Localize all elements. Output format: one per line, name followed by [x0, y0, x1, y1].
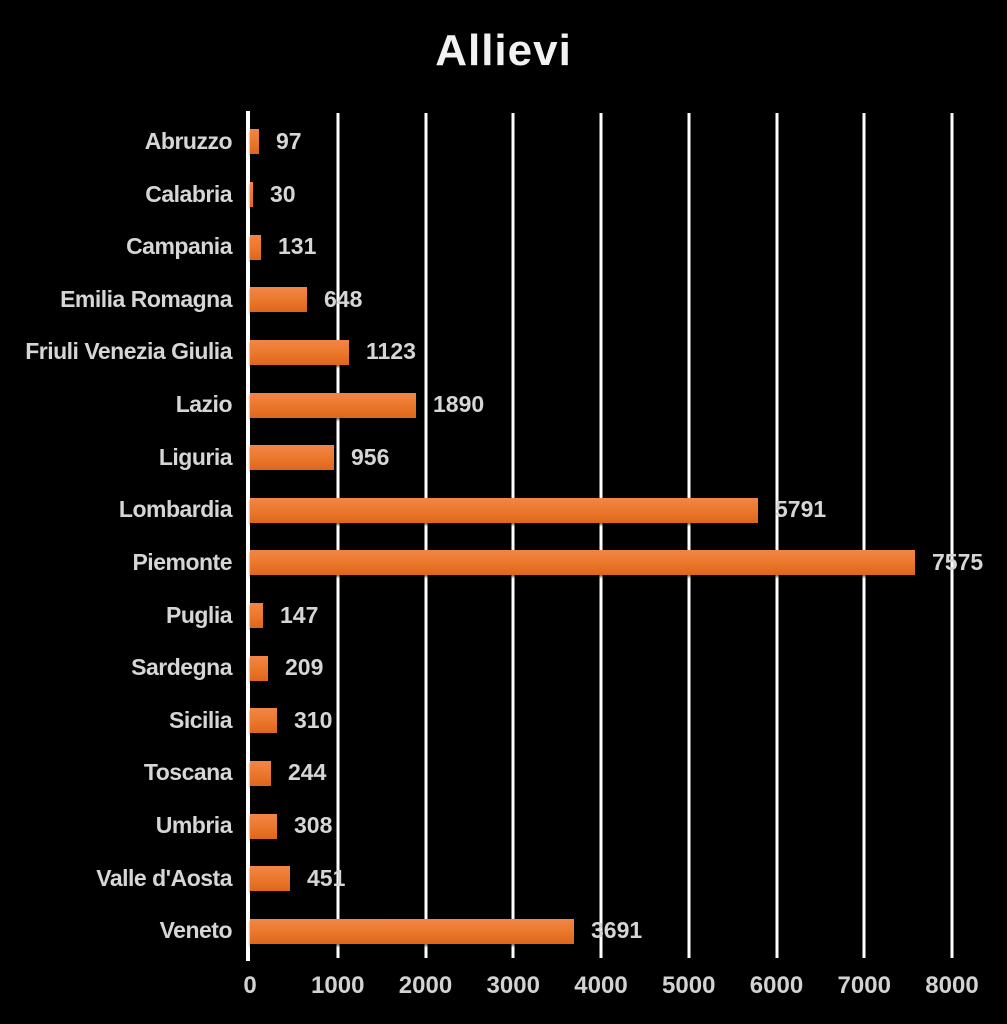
value-label: 451 — [307, 865, 346, 891]
value-label: 97 — [276, 128, 302, 154]
value-label: 131 — [278, 233, 317, 259]
category-label: Emilia Romagna — [60, 286, 232, 312]
category-label: Piemonte — [132, 549, 232, 575]
value-label: 1890 — [433, 391, 485, 417]
bar-liguria — [250, 445, 334, 470]
value-label: 147 — [280, 602, 319, 628]
value-label: 3691 — [591, 917, 643, 943]
category-label: Valle d'Aosta — [96, 865, 232, 891]
category-label: Veneto — [159, 917, 233, 943]
bar-lombardia — [250, 498, 758, 523]
bar-puglia — [250, 603, 263, 628]
bar-emilia-romagna — [250, 287, 307, 312]
x-tick-label-5000: 5000 — [662, 972, 716, 999]
category-label: Lombardia — [118, 496, 233, 522]
value-label: 5791 — [775, 496, 827, 522]
value-label: 30 — [270, 181, 296, 207]
x-tick-label-3000: 3000 — [486, 972, 540, 999]
x-tick-label-0: 0 — [243, 972, 257, 999]
bar-umbria — [250, 814, 277, 839]
category-label: Sardegna — [131, 654, 232, 680]
bar-piemonte — [250, 550, 915, 575]
value-label: 7575 — [932, 549, 984, 575]
category-label: Calabria — [145, 181, 232, 207]
value-label: 209 — [285, 654, 324, 680]
x-tick-label-1000: 1000 — [311, 972, 365, 999]
x-tick-label-4000: 4000 — [574, 972, 628, 999]
gridline-8000 — [950, 113, 954, 958]
value-label: 1123 — [366, 338, 416, 364]
plot-area — [246, 111, 954, 961]
bar-valle-d-aosta — [250, 866, 290, 891]
value-label: 956 — [351, 444, 390, 470]
bar-toscana — [250, 761, 271, 786]
gridline-5000 — [687, 113, 691, 958]
bar-calabria — [250, 182, 253, 207]
bar-friuli-venezia-giulia — [250, 340, 349, 365]
bar-sicilia — [250, 708, 277, 733]
bar-sardegna — [250, 656, 268, 681]
category-label: Lazio — [175, 391, 233, 417]
gridline-2000 — [424, 113, 427, 958]
category-label: Campania — [126, 233, 232, 259]
bar-veneto — [250, 919, 574, 944]
gridline-7000 — [862, 113, 866, 958]
bar-abruzzo — [250, 129, 259, 154]
chart-title: Allievi — [435, 26, 572, 75]
category-label: Umbria — [155, 812, 233, 838]
value-label: 648 — [324, 286, 363, 312]
x-tick-label-6000: 6000 — [749, 972, 804, 999]
category-label: Sicilia — [169, 707, 232, 733]
category-label: Toscana — [143, 759, 233, 785]
gridline-6000 — [775, 113, 778, 958]
category-label: Friuli Venezia Giulia — [25, 338, 232, 364]
value-label: 308 — [294, 812, 333, 838]
category-label: Abruzzo — [144, 128, 233, 154]
bar-campania — [250, 235, 261, 260]
x-tick-label-2000: 2000 — [398, 972, 453, 999]
x-tick-label-7000: 7000 — [837, 972, 891, 999]
gridline-4000 — [599, 113, 603, 958]
y-axis-line — [246, 111, 250, 961]
gridline-3000 — [511, 113, 515, 958]
gridline-1000 — [336, 113, 340, 958]
category-label: Puglia — [165, 602, 233, 628]
x-tick-label-8000: 8000 — [925, 972, 979, 999]
value-label: 244 — [288, 759, 327, 785]
value-label: 310 — [294, 707, 333, 733]
category-label: Liguria — [158, 444, 233, 470]
bar-lazio — [250, 393, 416, 418]
